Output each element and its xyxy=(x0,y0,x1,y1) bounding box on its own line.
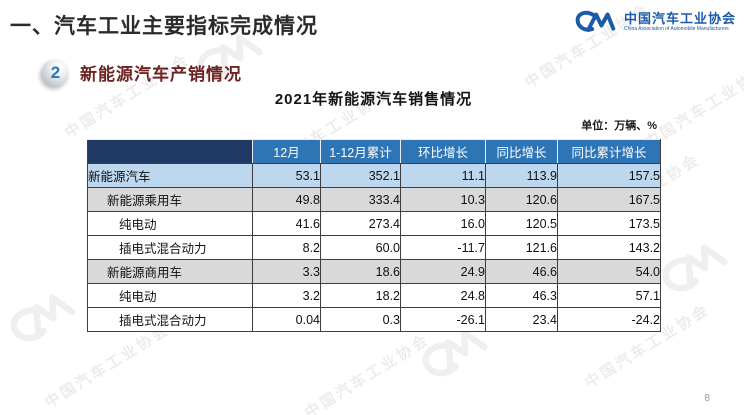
value-cell: -11.7 xyxy=(400,235,486,260)
cm-logo-watermark-icon xyxy=(10,294,76,342)
row-label: 纯电动 xyxy=(87,283,253,308)
table-row: 新能源商用车 3.3 18.6 24.9 46.6 54.0 xyxy=(87,259,661,284)
section-header: 2 新能源汽车产销情况 xyxy=(42,59,242,86)
value-cell: 10.3 xyxy=(400,187,486,212)
row-label: 新能源汽车 xyxy=(87,163,253,188)
value-cell: 8.2 xyxy=(252,235,321,260)
value-cell: 57.1 xyxy=(557,283,661,308)
watermark-text: 中国汽车工业协会 xyxy=(301,330,434,415)
table-row: 纯电动 41.6 273.4 16.0 120.5 173.5 xyxy=(87,211,661,236)
value-cell: 46.3 xyxy=(485,283,558,308)
value-cell: 18.2 xyxy=(320,283,401,308)
value-cell: 3.2 xyxy=(252,283,321,308)
row-label: 新能源商用车 xyxy=(87,259,253,284)
section-number-badge: 2 xyxy=(42,59,69,86)
header-cell-mom-growth: 环比增长 xyxy=(400,139,486,164)
table-body: 新能源汽车 53.1 352.1 11.1 113.9 157.5 新能源乘用车 49.8 33… xyxy=(87,163,661,332)
table-row: 插电式混合动力 8.2 60.0 -11.7 121.6 143.2 xyxy=(87,235,661,260)
table-row: 插电式混合动力 0.04 0.3 -26.1 23.4 -24.2 xyxy=(87,307,661,332)
cm-logo-icon xyxy=(575,10,616,32)
table-row: 新能源汽车 53.1 352.1 11.1 113.9 157.5 xyxy=(87,163,661,188)
value-cell: 333.4 xyxy=(320,187,401,212)
table-header-row: 12月 1-12月累计 环比增长 同比增长 同比累计增长 xyxy=(87,139,661,164)
value-cell: 157.5 xyxy=(557,163,661,188)
row-label: 纯电动 xyxy=(87,211,253,236)
value-cell: 18.6 xyxy=(320,259,401,284)
table-row: 新能源乘用车 49.8 333.4 10.3 120.6 167.5 xyxy=(87,187,661,212)
row-label: 新能源乘用车 xyxy=(87,187,253,212)
value-cell: 24.9 xyxy=(400,259,486,284)
page-number: 8 xyxy=(704,393,710,404)
logo-org-name-en: China Association of Automobile Manufact… xyxy=(623,25,729,32)
value-cell: 0.3 xyxy=(320,307,401,332)
value-cell: 46.6 xyxy=(485,259,558,284)
caam-logo: 中国汽车工业协会 China Association of Automobile… xyxy=(575,8,736,36)
value-cell: 24.8 xyxy=(400,283,486,308)
unit-note: 单位：万辆、% xyxy=(581,120,657,132)
header-cell-empty xyxy=(87,139,253,164)
logo-org-name-cn: 中国汽车工业协会 xyxy=(623,10,736,26)
header-cell-yoy-cumulative-growth: 同比累计增长 xyxy=(557,139,661,164)
value-cell: 23.4 xyxy=(485,307,558,332)
value-cell: 3.3 xyxy=(252,259,321,284)
table-title: 2021年新能源汽车销售情况 xyxy=(274,91,473,108)
value-cell: 60.0 xyxy=(320,235,401,260)
row-label: 插电式混合动力 xyxy=(87,307,253,332)
section-title: 新能源汽车产销情况 xyxy=(80,65,242,84)
value-cell: 11.1 xyxy=(400,163,486,188)
watermark-text: 中国汽车工业协会 xyxy=(41,320,174,412)
value-cell: 41.6 xyxy=(252,211,321,236)
value-cell: 54.0 xyxy=(557,259,661,284)
value-cell: 143.2 xyxy=(557,235,661,260)
value-cell: 352.1 xyxy=(320,163,401,188)
value-cell: 120.6 xyxy=(485,187,558,212)
table-row: 纯电动 3.2 18.2 24.8 46.3 57.1 xyxy=(87,283,661,308)
value-cell: 173.5 xyxy=(557,211,661,236)
value-cell: 113.9 xyxy=(485,163,558,188)
page-title: 一、汽车工业主要指标完成情况 xyxy=(10,15,318,38)
value-cell: -24.2 xyxy=(557,307,661,332)
value-cell: 121.6 xyxy=(485,235,558,260)
value-cell: 0.04 xyxy=(252,307,321,332)
value-cell: 16.0 xyxy=(400,211,486,236)
row-label: 插电式混合动力 xyxy=(87,235,253,260)
header-cell-yoy-growth: 同比增长 xyxy=(485,139,558,164)
value-cell: 273.4 xyxy=(320,211,401,236)
nev-sales-table: 12月 1-12月累计 环比增长 同比增长 同比累计增长 新能源汽车 53.1 35… xyxy=(87,139,661,332)
value-cell: 53.1 xyxy=(252,163,321,188)
value-cell: 120.5 xyxy=(485,211,558,236)
header-cell-ytd: 1-12月累计 xyxy=(320,139,401,164)
header-cell-december: 12月 xyxy=(252,139,321,164)
value-cell: 167.5 xyxy=(557,187,661,212)
cm-logo-watermark-icon xyxy=(662,244,728,292)
value-cell: -26.1 xyxy=(400,307,486,332)
value-cell: 49.8 xyxy=(252,187,321,212)
